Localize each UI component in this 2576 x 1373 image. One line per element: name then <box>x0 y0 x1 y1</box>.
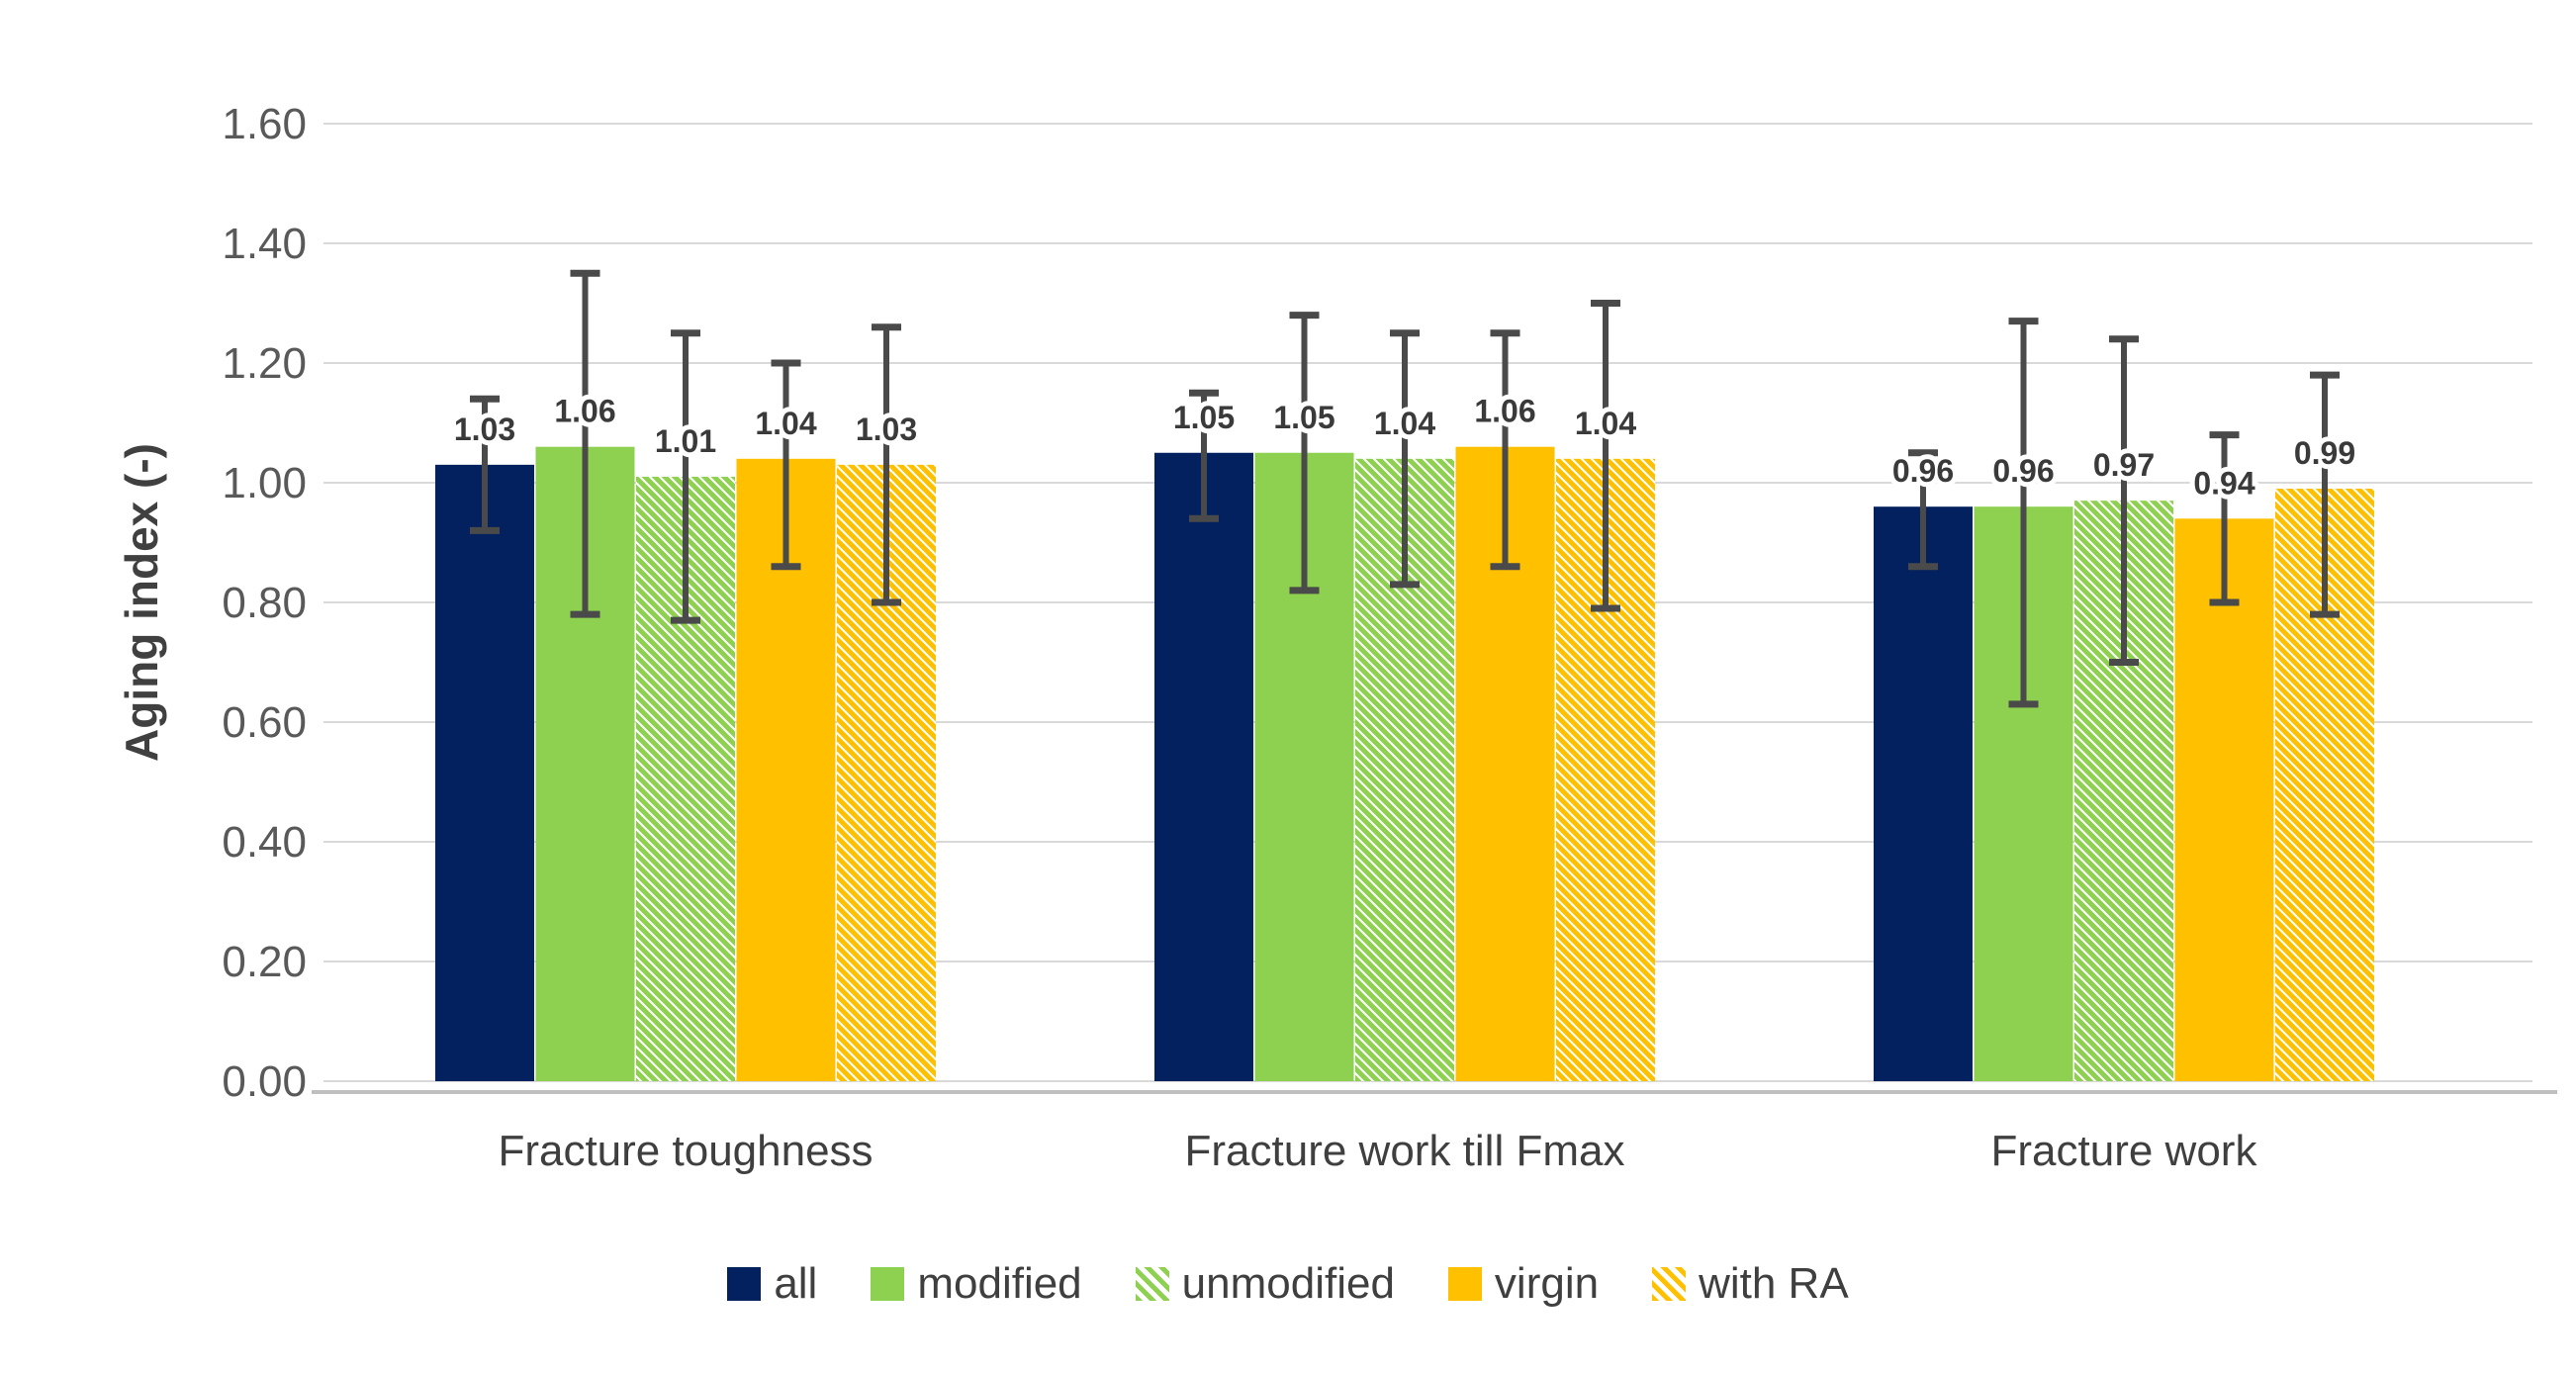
legend-label: virgin <box>1494 1259 1600 1308</box>
error-bar-unmodified-0 <box>671 329 700 624</box>
value-label: 1.05 <box>1173 400 1235 435</box>
legend-swatch-icon <box>1447 1267 1482 1301</box>
value-label: 1.04 <box>1575 406 1636 441</box>
value-label: 0.96 <box>1892 453 1954 489</box>
legend-label: unmodified <box>1181 1259 1395 1308</box>
value-label: 1.06 <box>554 394 615 429</box>
category-label-1: Fracture work till Fmax <box>1185 1127 1625 1175</box>
y-tick-label: 0.40 <box>222 818 307 867</box>
value-label: 1.04 <box>755 406 816 441</box>
y-tick-label: 0.80 <box>222 579 307 627</box>
error-bar-all-2 <box>1908 449 1938 571</box>
legend-label: with RA <box>1699 1259 1849 1308</box>
error-bar-virgin-2 <box>2209 431 2240 606</box>
value-label: 1.01 <box>655 423 716 459</box>
value-label: 1.03 <box>454 412 515 447</box>
value-label: 1.05 <box>1273 400 1334 435</box>
legend-item-all: all <box>727 1262 817 1306</box>
legend: all modified unmodified virgin with RA <box>0 1262 2576 1306</box>
error-bar-virgin-1 <box>1490 329 1520 571</box>
legend-swatch-icon <box>727 1267 762 1301</box>
error-bar-modified-1 <box>1289 312 1320 595</box>
error-bar-with-RA-0 <box>872 323 901 606</box>
bar-all-0 <box>435 464 534 1082</box>
legend-swatch-icon <box>871 1267 905 1301</box>
category-label-2: Fracture work <box>1991 1127 2258 1175</box>
error-bar-virgin-0 <box>771 359 801 571</box>
bar-all-2 <box>1874 506 1973 1081</box>
error-bar-all-0 <box>470 395 500 534</box>
y-tick-label: 0.20 <box>222 938 307 986</box>
legend-item-with-RA: with RA <box>1652 1262 1849 1306</box>
legend-label: all <box>774 1259 818 1308</box>
error-bar-all-1 <box>1189 389 1219 522</box>
value-label: 0.99 <box>2294 435 2355 471</box>
error-bar-unmodified-2 <box>2109 335 2139 666</box>
y-tick-label: 0.00 <box>222 1057 307 1106</box>
error-bar-with-RA-1 <box>1591 300 1620 612</box>
legend-item-virgin: virgin <box>1447 1259 1600 1308</box>
value-label: 0.97 <box>2093 447 2155 483</box>
y-tick-label: 1.20 <box>222 339 307 388</box>
error-bar-unmodified-1 <box>1390 329 1420 589</box>
y-tick-label: 1.00 <box>222 459 307 507</box>
value-label: 0.96 <box>1992 453 2054 489</box>
y-tick-label: 0.60 <box>222 698 307 747</box>
legend-swatch-icon <box>1135 1267 1169 1301</box>
y-tick-label: 1.60 <box>222 100 307 148</box>
value-label: 0.94 <box>2193 465 2254 501</box>
y-tick-label: 1.40 <box>222 220 307 268</box>
legend-item-unmodified: unmodified <box>1135 1259 1395 1308</box>
category-label-0: Fracture toughness <box>498 1127 873 1175</box>
error-bar-modified-2 <box>2008 318 2039 708</box>
legend-item-modified: modified <box>871 1259 1082 1308</box>
bar-virgin-2 <box>2174 518 2274 1081</box>
value-label: 1.03 <box>856 412 917 447</box>
value-label: 1.06 <box>1474 394 1535 429</box>
y-axis-title: Aging index (-) <box>116 443 167 762</box>
bar-all-1 <box>1154 452 1253 1081</box>
error-bar-modified-0 <box>570 269 600 618</box>
legend-label: modified <box>917 1259 1082 1308</box>
value-label: 1.04 <box>1374 406 1435 441</box>
legend-swatch-icon <box>1652 1267 1687 1301</box>
error-bar-with-RA-2 <box>2310 371 2340 618</box>
